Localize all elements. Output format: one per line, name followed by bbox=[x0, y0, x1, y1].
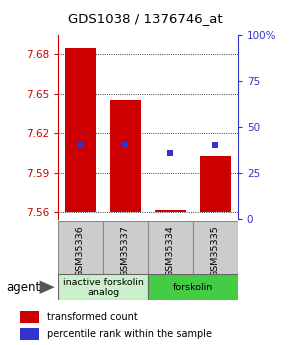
Text: transformed count: transformed count bbox=[47, 312, 138, 322]
Bar bbox=[103, 221, 148, 274]
Bar bbox=[155, 210, 186, 213]
Bar bbox=[200, 156, 231, 213]
Text: inactive forskolin
analog: inactive forskolin analog bbox=[63, 277, 143, 297]
Bar bbox=[193, 221, 238, 274]
Bar bbox=[20, 328, 39, 340]
Bar bbox=[65, 48, 96, 213]
Text: GSM35337: GSM35337 bbox=[121, 225, 130, 277]
Bar bbox=[110, 100, 141, 213]
Polygon shape bbox=[39, 280, 55, 294]
Text: GSM35336: GSM35336 bbox=[76, 225, 85, 277]
Bar bbox=[58, 274, 148, 300]
Text: forskolin: forskolin bbox=[173, 283, 213, 292]
Text: agent: agent bbox=[6, 281, 40, 294]
Bar bbox=[148, 221, 193, 274]
Text: GSM35335: GSM35335 bbox=[211, 225, 220, 277]
Bar bbox=[20, 310, 39, 323]
Text: GDS1038 / 1376746_at: GDS1038 / 1376746_at bbox=[68, 12, 222, 26]
Bar bbox=[148, 274, 238, 300]
Text: GSM35334: GSM35334 bbox=[166, 225, 175, 277]
Text: percentile rank within the sample: percentile rank within the sample bbox=[47, 329, 212, 339]
Bar bbox=[58, 221, 103, 274]
